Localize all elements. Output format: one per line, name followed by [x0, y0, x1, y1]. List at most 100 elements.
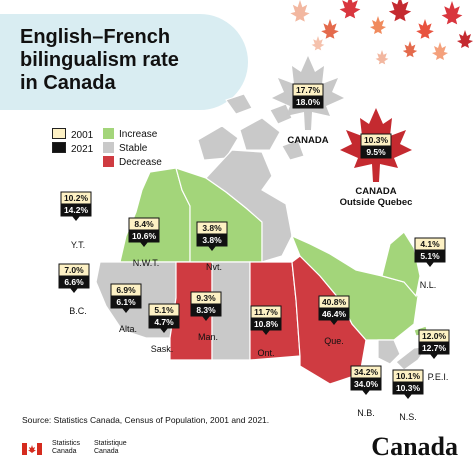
legend-stable: Stable [103, 142, 147, 154]
title-line-2: bilingualism rate [20, 49, 179, 71]
value-2021: 14.2% [64, 205, 89, 215]
arctic-island-1 [239, 117, 281, 151]
maple-leaf-decoration [290, 0, 473, 65]
value-2001: 34.2% [354, 367, 379, 377]
maple-leaf-decor-10 [311, 36, 325, 51]
legend-swatch-2001 [52, 128, 66, 139]
label-nb: N.B. [357, 408, 375, 418]
value-2001: 7.0% [64, 265, 84, 275]
canada-wordmark: Canada [371, 432, 458, 461]
value-2021: 5.1% [420, 251, 440, 261]
legend-swatch-stable [103, 142, 114, 153]
callout-ns: 10.1% 10.3% [392, 369, 424, 399]
canada-flag-icon [22, 443, 42, 455]
callout-pointer [262, 330, 270, 335]
legend-2001: 2001 [52, 128, 93, 141]
chart-title: English–French bilingualism rate in Cana… [20, 26, 235, 95]
callout-nwt: 8.4% 10.6% [128, 217, 160, 247]
callout-2021-box [360, 145, 392, 159]
legend-label-increase: Increase [119, 129, 158, 140]
callout-national-1: 10.3% 9.5% [360, 133, 392, 159]
callout-alta: 6.9% 6.1% [110, 283, 142, 313]
callout-nb: 34.2% 34.0% [350, 365, 382, 395]
legend-swatch-2021 [52, 142, 66, 153]
callout-pointer [404, 394, 412, 399]
legend-swatch-increase [103, 128, 114, 139]
callout-pointer [362, 390, 370, 395]
value-2001: 9.3% [196, 293, 216, 303]
title-line-1: English–French [20, 26, 171, 48]
arctic-island-0 [197, 125, 239, 161]
value-2021: 10.6% [132, 231, 157, 241]
label-ont: Ont. [257, 348, 274, 358]
value-2001: 12.0% [422, 331, 447, 341]
callout-bc: 7.0% 6.6% [58, 263, 90, 293]
maple-leaf-decor-4 [388, 0, 412, 22]
value-2021: 12.7% [422, 343, 447, 353]
legend-decrease: Decrease [103, 156, 162, 168]
label-bc: B.C. [69, 306, 87, 316]
arctic-island-2 [225, 93, 253, 115]
label-pei: P.E.I. [428, 372, 449, 382]
label-nwt: N.W.T. [133, 258, 160, 268]
legend-swatch-decrease [103, 156, 114, 167]
value-2021: 34.0% [354, 379, 379, 389]
legend-increase: Increase [103, 128, 157, 140]
value-2021: 46.4% [322, 309, 347, 319]
callout-ont: 11.7% 10.8% [250, 305, 282, 335]
value-2001: 11.7% [254, 307, 278, 317]
maple-leaf-decor-7 [432, 42, 448, 60]
label-national-1-1: Outside Quebec [340, 197, 413, 208]
maple-leaf-decor-8 [402, 41, 418, 58]
callout-pointer [70, 288, 78, 293]
value-2001: 10.1% [396, 371, 421, 381]
source-note: Source: Statistics Canada, Census of Pop… [22, 415, 270, 425]
maple-leaf-decor-11 [375, 50, 389, 65]
callout-que: 40.8% 46.4% [318, 295, 350, 325]
callout-man: 9.3% 8.3% [190, 291, 222, 321]
callout-nl: 4.1% 5.1% [414, 237, 446, 267]
value-2001: 17.7% [296, 85, 321, 95]
label-nvt: Nvt. [206, 262, 222, 272]
label-national-0-0: CANADA [287, 135, 328, 146]
value-2021: 10.8% [254, 319, 279, 329]
value-2001: 4.1% [420, 239, 440, 249]
legend-label-stable: Stable [119, 143, 148, 154]
label-que: Que. [324, 336, 344, 346]
callout-pointer [160, 328, 168, 333]
label-ns: N.S. [399, 412, 417, 422]
label-alta: Alta. [119, 324, 137, 334]
callout-pei: 12.0% 12.7% [418, 329, 450, 359]
label-man: Man. [198, 332, 218, 342]
title-line-3: in Canada [20, 72, 116, 94]
value-2021: 9.5% [366, 147, 386, 157]
label-national-1-0: CANADA [355, 186, 396, 197]
legend-label-2021: 2021 [71, 144, 94, 155]
value-2021: 10.3% [396, 383, 421, 393]
maple-leaf-decor-3 [370, 16, 386, 34]
callout-pointer [330, 320, 338, 325]
value-2001: 40.8% [322, 297, 347, 307]
agency-name-en: Statistics Canada [52, 440, 81, 455]
value-2021: 4.7% [154, 317, 174, 327]
value-2021: 6.6% [64, 277, 84, 287]
label-nl: N.L. [420, 280, 437, 290]
callout-pointer [72, 216, 80, 221]
callout-pointer [202, 316, 210, 321]
value-2021: 6.1% [116, 297, 136, 307]
value-2021: 8.3% [196, 305, 216, 315]
maple-leaf-decor-0 [290, 0, 310, 22]
callout-yt: 10.2% 14.2% [60, 191, 92, 221]
region-nb [377, 339, 401, 365]
maple-leaf-decor-9 [457, 30, 473, 48]
callout-pointer [140, 242, 148, 247]
legend-label-2001: 2001 [71, 130, 94, 141]
arctic-island-3 [269, 103, 293, 125]
value-2001: 5.1% [154, 305, 174, 315]
value-2001: 10.3% [364, 135, 389, 145]
callout-pointer [430, 354, 438, 359]
agency-name-fr: Statistique Canada [94, 440, 127, 455]
value-2001: 8.4% [134, 219, 154, 229]
callout-pointer [122, 308, 130, 313]
